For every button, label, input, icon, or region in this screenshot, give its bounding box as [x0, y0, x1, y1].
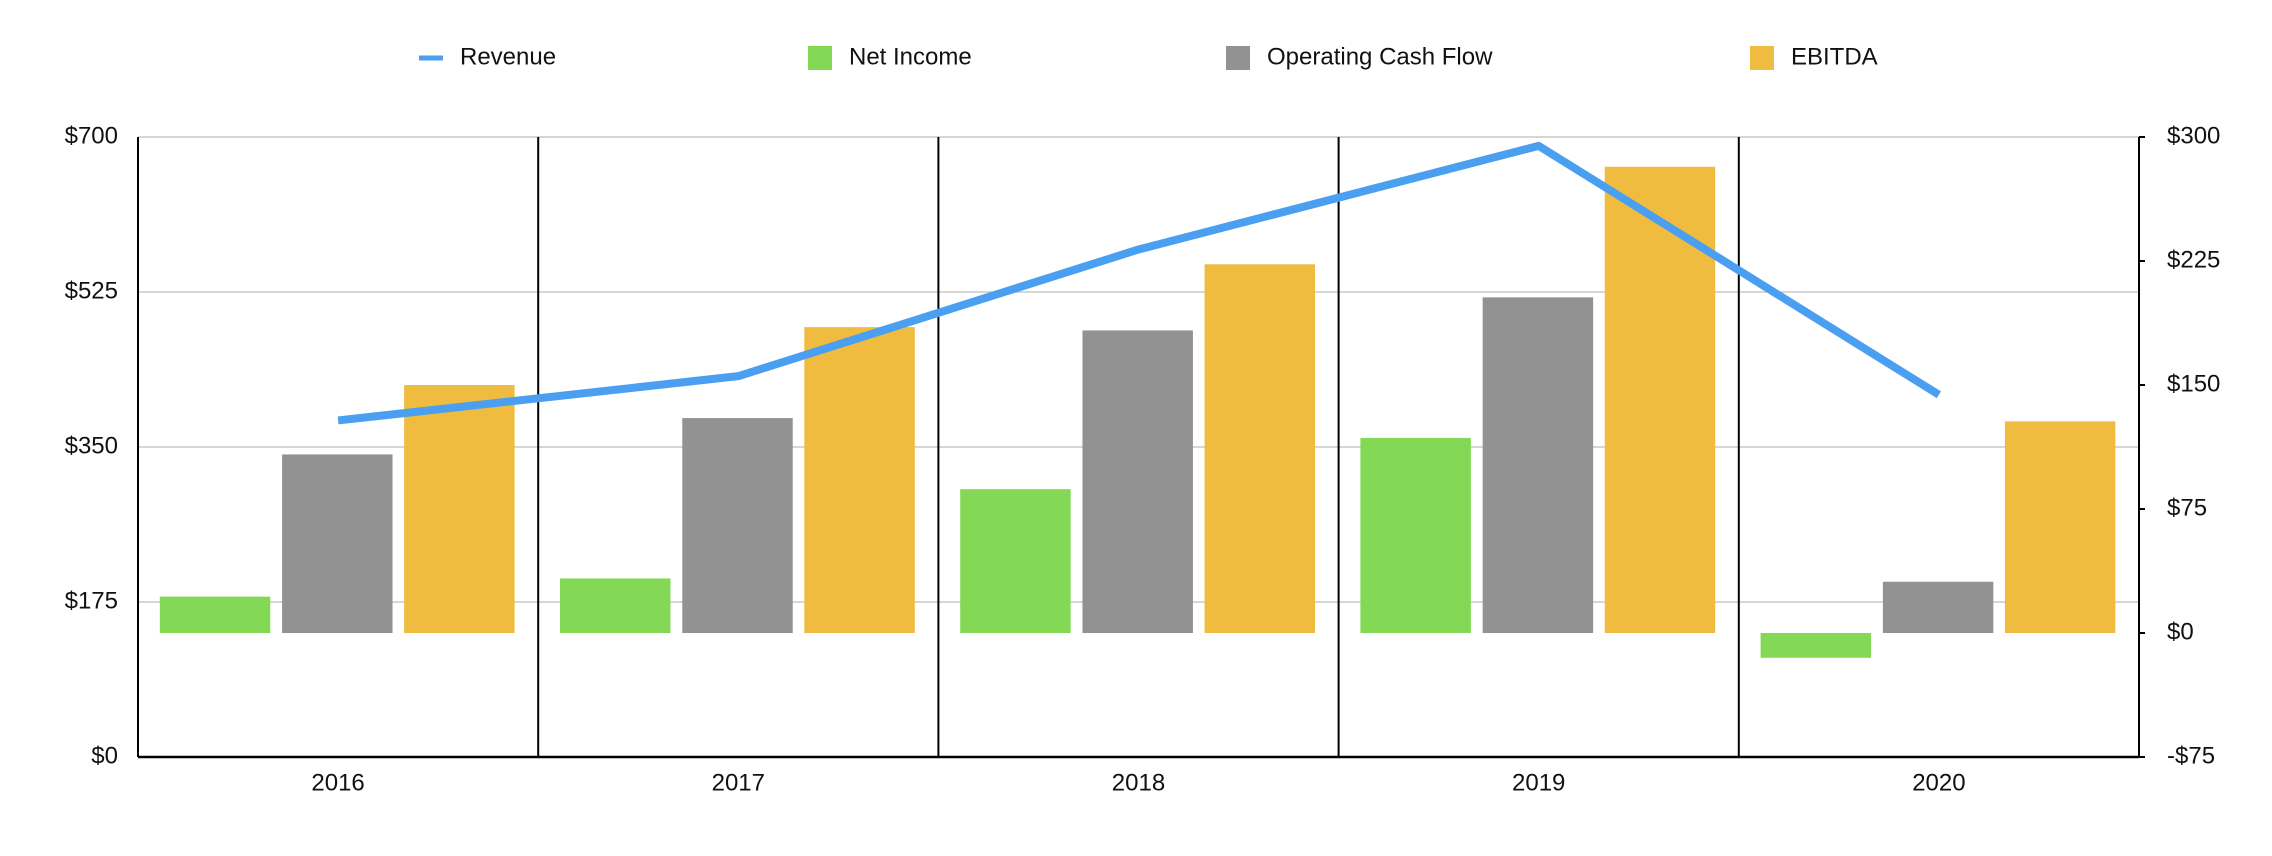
legend-label: EBITDA — [1791, 43, 1878, 70]
bar — [1204, 264, 1315, 633]
legend-label: Net Income — [849, 43, 972, 70]
bar — [159, 596, 271, 633]
y-tick-label: $350 — [65, 432, 118, 459]
y-tick-label: $175 — [65, 587, 118, 614]
legend-marker — [808, 46, 832, 70]
legend-marker — [1226, 46, 1250, 70]
x-tick-label: 2019 — [1512, 769, 1565, 796]
bar — [1882, 581, 1994, 633]
y2-tick-label: $0 — [2167, 618, 2194, 645]
bar — [282, 454, 393, 633]
y2-tick-label: $150 — [2167, 370, 2220, 397]
y2-tick-label: $225 — [2167, 246, 2220, 273]
y2-tick-label: $75 — [2167, 494, 2207, 521]
y-tick-label: $700 — [65, 122, 118, 149]
y-tick-label: $0 — [91, 742, 118, 769]
legend-label: Revenue — [460, 43, 556, 70]
bar — [2004, 421, 2116, 633]
x-tick-label: 2016 — [311, 769, 364, 796]
line-series — [337, 141, 1942, 425]
bar — [1604, 166, 1716, 633]
bar — [560, 578, 671, 633]
x-tick-label: 2018 — [1112, 769, 1165, 796]
bar — [960, 489, 1071, 633]
bar — [1360, 437, 1471, 633]
y-tick-label: $525 — [65, 277, 118, 304]
bar — [1482, 297, 1594, 633]
x-tick-label: 2017 — [712, 769, 765, 796]
bar — [1760, 633, 1872, 658]
y2-tick-label: -$75 — [2167, 742, 2215, 769]
x-tick-label: 2020 — [1912, 769, 1965, 796]
y2-tick-label: $300 — [2167, 122, 2220, 149]
bar — [404, 385, 515, 633]
legend-label: Operating Cash Flow — [1267, 43, 1493, 70]
bar — [804, 327, 915, 633]
bar — [1082, 330, 1193, 633]
legend-marker — [1750, 46, 1774, 70]
bar — [682, 418, 793, 633]
